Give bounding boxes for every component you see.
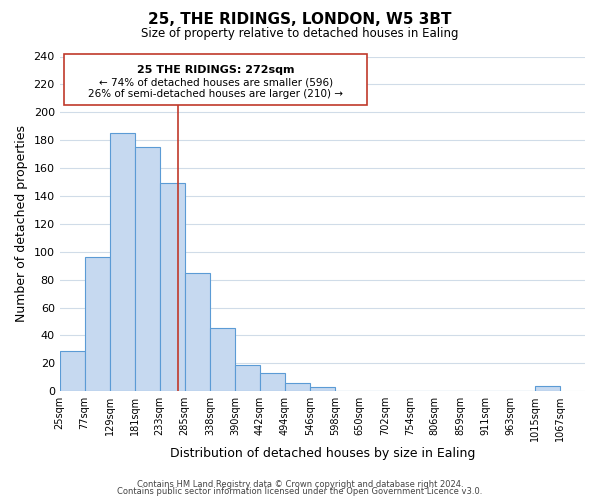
Text: 25 THE RIDINGS: 272sqm: 25 THE RIDINGS: 272sqm (137, 65, 295, 75)
Bar (85, 258, 110, 391)
Y-axis label: Number of detached properties: Number of detached properties (15, 126, 28, 322)
Text: 26% of semi-detached houses are larger (210) →: 26% of semi-detached houses are larger (… (88, 88, 343, 99)
Bar (310, 387, 335, 391)
Bar (59, 351, 85, 391)
Bar (285, 383, 310, 391)
Bar (235, 364, 260, 391)
X-axis label: Distribution of detached houses by size in Ealing: Distribution of detached houses by size … (170, 447, 475, 460)
Bar (134, 147, 160, 391)
Text: Contains public sector information licensed under the Open Government Licence v3: Contains public sector information licen… (118, 487, 482, 496)
Text: Size of property relative to detached houses in Ealing: Size of property relative to detached ho… (141, 28, 459, 40)
FancyBboxPatch shape (64, 54, 367, 106)
Bar (535, 386, 560, 391)
Bar (185, 272, 210, 391)
Bar (110, 133, 134, 391)
Text: ← 74% of detached houses are smaller (596): ← 74% of detached houses are smaller (59… (98, 78, 333, 88)
Bar (210, 328, 235, 391)
Bar (260, 373, 285, 391)
Text: 25, THE RIDINGS, LONDON, W5 3BT: 25, THE RIDINGS, LONDON, W5 3BT (148, 12, 452, 28)
Text: Contains HM Land Registry data © Crown copyright and database right 2024.: Contains HM Land Registry data © Crown c… (137, 480, 463, 489)
Bar (160, 184, 185, 391)
